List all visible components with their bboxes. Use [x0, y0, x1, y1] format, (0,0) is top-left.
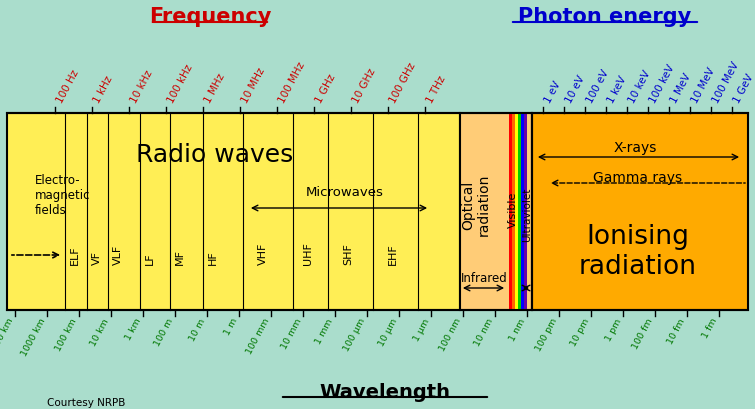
Text: 100 MeV: 100 MeV: [711, 61, 741, 105]
Text: 100 mm: 100 mm: [245, 317, 271, 356]
Text: EHF: EHF: [388, 243, 398, 265]
Text: 100 kHz: 100 kHz: [166, 63, 195, 105]
Text: 10000 km: 10000 km: [0, 317, 15, 363]
Text: 10 keV: 10 keV: [627, 69, 652, 105]
Bar: [532, 113, 748, 310]
Text: 100 nm: 100 nm: [438, 317, 463, 353]
Text: 10 km: 10 km: [89, 317, 111, 348]
Text: 1 fm: 1 fm: [701, 317, 719, 340]
Text: 1 mm: 1 mm: [314, 317, 335, 346]
Text: 1 kHz: 1 kHz: [92, 74, 115, 105]
Text: 10 GHz: 10 GHz: [351, 67, 378, 105]
Text: 1 km: 1 km: [124, 317, 143, 342]
Text: Radio waves: Radio waves: [137, 143, 294, 167]
Text: Photon energy: Photon energy: [519, 7, 692, 27]
Text: Ultraviolet: Ultraviolet: [522, 188, 532, 242]
Text: 100 Hz: 100 Hz: [55, 68, 81, 105]
Text: 10 μm: 10 μm: [377, 317, 399, 348]
Text: Ionising
radiation: Ionising radiation: [579, 224, 697, 280]
Text: 100 GHz: 100 GHz: [388, 61, 418, 105]
Text: 100 m: 100 m: [153, 317, 175, 348]
Text: SHF: SHF: [343, 243, 353, 265]
Text: VLF: VLF: [113, 245, 123, 265]
Text: 100 fm: 100 fm: [631, 317, 655, 351]
Bar: [521, 113, 524, 310]
Text: ELF: ELF: [70, 245, 80, 265]
Bar: [515, 113, 518, 310]
Text: 10 fm: 10 fm: [666, 317, 687, 346]
Text: 10 eV: 10 eV: [564, 74, 587, 105]
Bar: [518, 113, 521, 310]
Text: 1 THz: 1 THz: [425, 74, 448, 105]
Text: 100 eV: 100 eV: [585, 68, 611, 105]
Bar: [512, 113, 515, 310]
Text: 10 MHz: 10 MHz: [240, 66, 267, 105]
Text: Gamma rays: Gamma rays: [593, 171, 683, 185]
Text: 100 μm: 100 μm: [342, 317, 367, 353]
Bar: [460, 113, 532, 310]
Text: X-rays: X-rays: [613, 141, 657, 155]
Text: 1 MeV: 1 MeV: [669, 72, 693, 105]
Text: 100 keV: 100 keV: [648, 63, 676, 105]
Bar: [509, 113, 512, 310]
Text: 10 pm: 10 pm: [569, 317, 591, 348]
Text: Frequency: Frequency: [149, 7, 271, 27]
Text: VF: VF: [92, 251, 102, 265]
Text: Electro-
magnetic
fields: Electro- magnetic fields: [35, 173, 91, 216]
Text: 1000 km: 1000 km: [20, 317, 47, 358]
Text: Microwaves: Microwaves: [306, 187, 384, 200]
Text: 10 nm: 10 nm: [473, 317, 495, 348]
Bar: [7, 113, 460, 310]
Text: 1 μm: 1 μm: [411, 317, 431, 343]
Text: 10 m: 10 m: [188, 317, 207, 343]
Text: 100 MHz: 100 MHz: [277, 61, 307, 105]
Bar: [524, 113, 527, 310]
Text: Courtesy NRPB: Courtesy NRPB: [47, 398, 125, 408]
Text: Optical
radiation: Optical radiation: [461, 174, 491, 236]
Text: 100 pm: 100 pm: [534, 317, 559, 353]
Text: 10 MeV: 10 MeV: [690, 66, 717, 105]
Text: 1 MHz: 1 MHz: [203, 72, 226, 105]
Text: Visible: Visible: [508, 192, 518, 228]
Text: LF: LF: [145, 252, 155, 265]
Text: 1 nm: 1 nm: [507, 317, 527, 343]
Text: 1 GHz: 1 GHz: [314, 73, 337, 105]
Text: MF: MF: [175, 249, 185, 265]
Text: 1 eV: 1 eV: [543, 80, 562, 105]
Text: 100 km: 100 km: [54, 317, 79, 353]
Text: 10 kHz: 10 kHz: [129, 69, 155, 105]
Text: Wavelength: Wavelength: [319, 384, 451, 402]
Text: 1 GeV: 1 GeV: [732, 72, 755, 105]
Text: Infrared: Infrared: [461, 272, 507, 285]
Text: 1 m: 1 m: [223, 317, 239, 337]
Text: 1 keV: 1 keV: [606, 74, 628, 105]
Text: HF: HF: [208, 250, 218, 265]
Text: VHF: VHF: [258, 243, 268, 265]
Text: 10 mm: 10 mm: [279, 317, 303, 351]
Text: 1 pm: 1 pm: [604, 317, 623, 343]
Text: UHF: UHF: [303, 242, 313, 265]
